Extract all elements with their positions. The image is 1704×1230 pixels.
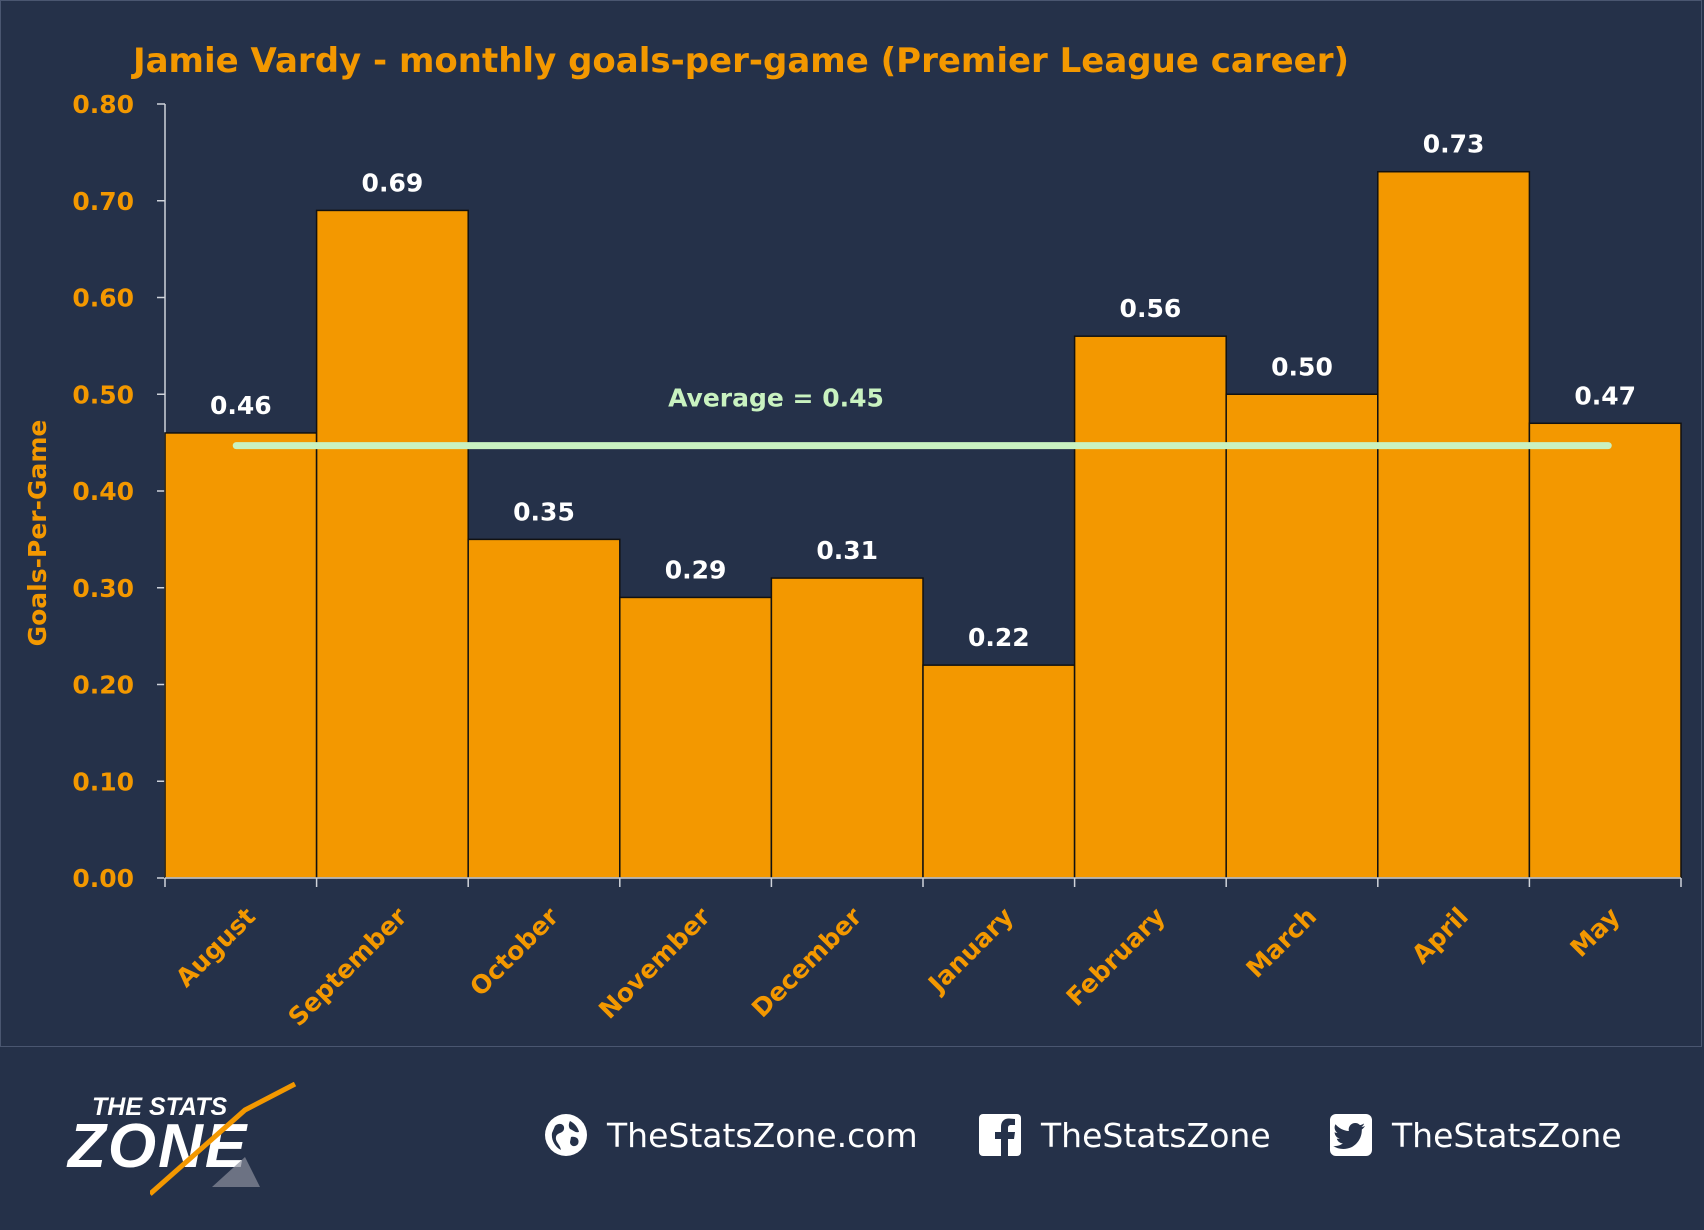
x-tick-label: August — [170, 902, 261, 993]
bar-november — [619, 596, 773, 879]
bar-april — [1377, 170, 1531, 879]
data-label: 0.31 — [816, 536, 878, 565]
bar-september — [315, 209, 469, 879]
y-tick-label: 0.80 — [72, 90, 134, 119]
x-tick-label: March — [1240, 902, 1322, 984]
y-tick-label: 0.50 — [72, 380, 134, 409]
bar-december — [770, 577, 924, 879]
chart-title: Jamie Vardy - monthly goals-per-game (Pr… — [131, 41, 1349, 81]
y-tick-label: 0.40 — [72, 477, 134, 506]
x-tick-label: October — [464, 901, 564, 1001]
x-tick-label: December — [746, 901, 868, 1023]
data-label: 0.50 — [1271, 352, 1333, 381]
data-label: 0.29 — [665, 555, 727, 584]
x-tick-label: April — [1406, 902, 1474, 970]
website-link[interactable]: TheStatsZone.com — [543, 1112, 918, 1158]
data-label: 0.73 — [1423, 130, 1485, 159]
y-tick-label: 0.10 — [72, 767, 134, 796]
twitter-text: TheStatsZone — [1392, 1115, 1622, 1155]
x-tick-label: January — [921, 902, 1019, 1000]
y-tick-label: 0.00 — [72, 864, 134, 893]
twitter-link[interactable]: TheStatsZone — [1328, 1112, 1622, 1158]
y-tick-label: 0.70 — [72, 187, 134, 216]
x-tick-label: May — [1564, 902, 1625, 963]
data-label: 0.69 — [362, 168, 424, 197]
y-tick-label: 0.60 — [72, 284, 134, 313]
logo-main-text: ZONE — [68, 1112, 249, 1181]
website-text: TheStatsZone.com — [607, 1115, 918, 1155]
y-tick-label: 0.20 — [72, 671, 134, 700]
data-label: 0.22 — [968, 623, 1030, 652]
twitter-icon — [1330, 1114, 1372, 1156]
average-label: Average = 0.45 — [668, 384, 884, 413]
x-tick-label: February — [1061, 902, 1171, 1012]
facebook-text: TheStatsZone — [1041, 1115, 1271, 1155]
bar-march — [1225, 393, 1379, 879]
bar-may — [1528, 422, 1682, 879]
logo-swoosh-icon — [150, 1082, 297, 1196]
data-label: 0.46 — [210, 391, 272, 420]
y-axis-label: Goals-Per-Game — [23, 420, 52, 647]
chart-panel: Jamie Vardy - monthly goals-per-game (Pr… — [0, 0, 1702, 1047]
logo-top-text: THE STATS — [92, 1093, 228, 1121]
data-label: 0.47 — [1574, 381, 1636, 410]
bar-january — [922, 664, 1076, 879]
data-label: 0.56 — [1120, 294, 1182, 323]
facebook-icon — [979, 1114, 1021, 1156]
globe-icon — [545, 1114, 587, 1156]
bar-october — [467, 538, 621, 879]
facebook-link[interactable]: TheStatsZone — [977, 1112, 1271, 1158]
bar-august — [164, 432, 318, 879]
x-tick-label: September — [283, 901, 414, 1032]
bar-february — [1073, 335, 1227, 879]
x-tick-label: November — [593, 901, 716, 1024]
footer — [0, 1048, 1704, 1230]
bar-chart: Jamie Vardy - monthly goals-per-game (Pr… — [23, 41, 1682, 1032]
y-tick-label: 0.30 — [72, 574, 134, 603]
data-label: 0.35 — [513, 497, 575, 526]
